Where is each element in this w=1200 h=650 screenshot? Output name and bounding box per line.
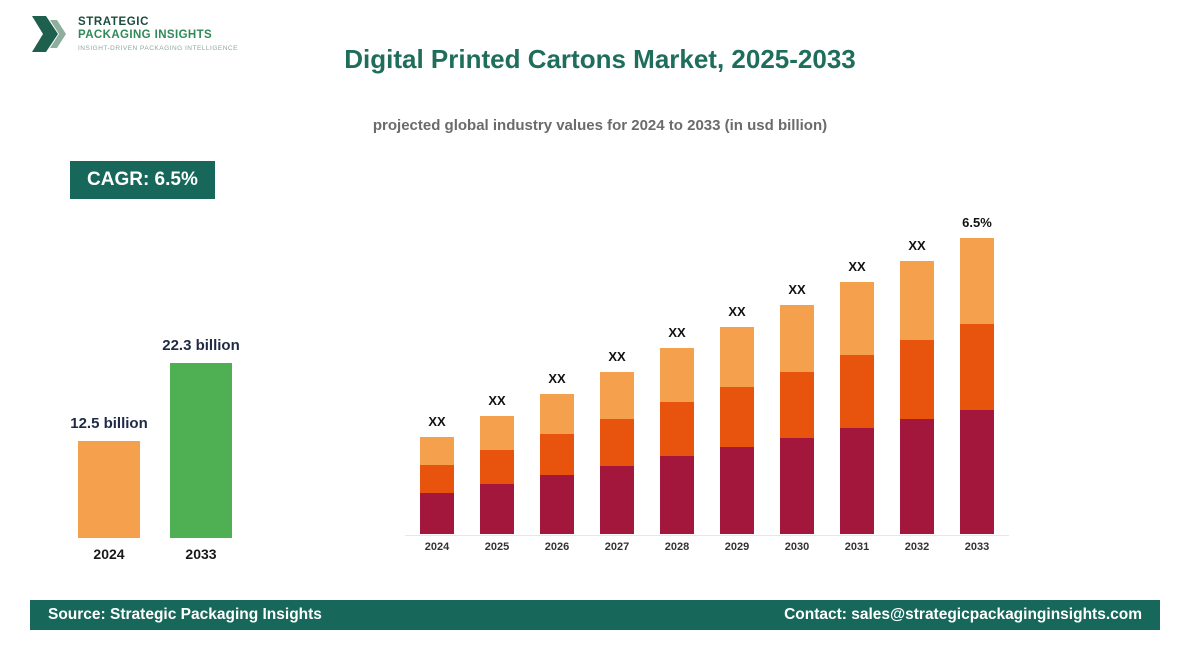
bar-category-label: 2024 xyxy=(93,546,125,562)
bar-category-label: 2033 xyxy=(185,546,217,562)
bar-category-label: 2026 xyxy=(544,541,570,553)
stacked-bar-chart: XX 2024 XX 2025 XX 2026 XX 2027 XX 2028 XX 2029 XX 20… xyxy=(407,215,1007,553)
bar-category-label: 2029 xyxy=(724,541,750,553)
bar-top-label: 6.5% xyxy=(962,215,992,230)
logo-tagline: INSIGHT-DRIVEN PACKAGING INTELLIGENCE xyxy=(78,45,238,52)
bar xyxy=(78,441,140,538)
bar-segment-middle xyxy=(660,402,694,456)
bar-segment-bottom xyxy=(780,438,814,534)
logo-text: STRATEGIC PACKAGING INSIGHTS INSIGHT-DRI… xyxy=(78,16,238,52)
stacked-bar-column: XX 2024 xyxy=(407,414,467,553)
bar-segment-middle xyxy=(780,372,814,438)
bar-segment-top xyxy=(600,372,634,419)
footer-bar: Source: Strategic Packaging Insights Con… xyxy=(30,600,1160,630)
mini-chart-column: 22.3 billion 2033 xyxy=(162,337,240,562)
bar-segment-top xyxy=(900,261,934,340)
bar-top-label: XX xyxy=(668,325,686,340)
bar-top-label: XX xyxy=(548,371,566,386)
bar-segment-bottom xyxy=(480,484,514,534)
bar-top-label: XX xyxy=(848,259,866,274)
logo-chevron-icon xyxy=(32,16,66,52)
stacked-bar-column: XX 2027 xyxy=(587,349,647,553)
bar-segment-middle xyxy=(900,340,934,419)
footer-source: Source: Strategic Packaging Insights xyxy=(48,606,322,623)
mini-chart-column: 12.5 billion 2024 xyxy=(70,415,148,562)
bar-segment-top xyxy=(720,327,754,387)
company-logo: STRATEGIC PACKAGING INSIGHTS INSIGHT-DRI… xyxy=(30,14,238,54)
bar-top-label: XX xyxy=(788,282,806,297)
bar-category-label: 2028 xyxy=(664,541,690,553)
stacked-bar-column: XX 2029 xyxy=(707,304,767,553)
bar-top-label: XX xyxy=(908,238,926,253)
bar-segment-middle xyxy=(960,324,994,410)
footer-contact: Contact: sales@strategicpackaginginsight… xyxy=(784,606,1142,623)
bar-segment-top xyxy=(840,282,874,355)
bar-category-label: 2032 xyxy=(904,541,930,553)
bar-segment-bottom xyxy=(540,475,574,534)
bar-category-label: 2031 xyxy=(844,541,870,553)
bar-segment-bottom xyxy=(960,410,994,534)
bar-segment-bottom xyxy=(840,428,874,534)
stacked-bar-column: XX 2026 xyxy=(527,371,587,553)
page-subtitle: projected global industry values for 202… xyxy=(372,117,828,134)
bar-category-label: 2033 xyxy=(964,541,990,553)
stacked-bar-column: 6.5% 2033 xyxy=(947,215,1007,553)
mini-bar-chart: 12.5 billion 2024 22.3 billion 2033 xyxy=(70,337,240,562)
stacked-bar-column: XX 2031 xyxy=(827,259,887,553)
bar-segment-bottom xyxy=(600,466,634,534)
cagr-badge: CAGR: 6.5% xyxy=(70,161,215,199)
bar-segment-middle xyxy=(540,434,574,475)
bar-category-label: 2025 xyxy=(484,541,510,553)
bar-top-label: XX xyxy=(728,304,746,319)
bar-segment-bottom xyxy=(660,456,694,534)
bar-segment-middle xyxy=(720,387,754,447)
bar-segment-middle xyxy=(480,450,514,484)
stacked-bar-column: XX 2032 xyxy=(887,238,947,553)
bar-segment-top xyxy=(780,305,814,372)
bar-segment-top xyxy=(420,437,454,465)
bar-category-label: 2027 xyxy=(604,541,630,553)
bar-top-label: XX xyxy=(608,349,626,364)
bar-segment-middle xyxy=(600,419,634,466)
bar-value-label: 22.3 billion xyxy=(162,337,240,354)
stacked-bar-column: XX 2025 xyxy=(467,393,527,553)
bar-segment-bottom xyxy=(420,493,454,534)
bar xyxy=(170,363,232,538)
bar-segment-top xyxy=(660,348,694,402)
bar-segment-middle xyxy=(840,355,874,428)
stacked-bar-column: XX 2028 xyxy=(647,325,707,553)
page-title: Digital Printed Cartons Market, 2025-203… xyxy=(344,44,856,74)
bar-segment-top xyxy=(540,394,574,434)
bar-top-label: XX xyxy=(488,393,506,408)
bar-segment-top xyxy=(480,416,514,450)
logo-line2: PACKAGING INSIGHTS xyxy=(78,29,213,41)
bar-segment-bottom xyxy=(900,419,934,534)
chart-baseline xyxy=(405,535,1009,536)
bar-category-label: 2030 xyxy=(784,541,810,553)
bar-value-label: 12.5 billion xyxy=(70,415,148,432)
bar-segment-top xyxy=(960,238,994,324)
bar-segment-middle xyxy=(420,465,454,493)
stacked-bar-column: XX 2030 xyxy=(767,282,827,553)
bar-segment-bottom xyxy=(720,447,754,534)
bar-top-label: XX xyxy=(428,414,446,429)
logo-line1: STRATEGIC xyxy=(78,16,149,28)
bar-category-label: 2024 xyxy=(424,541,450,553)
